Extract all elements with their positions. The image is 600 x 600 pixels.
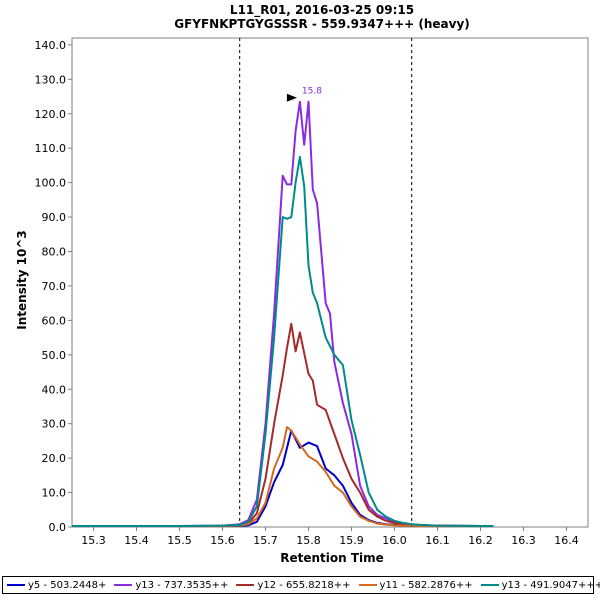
legend-item: y13 - 737.3535++ [114, 580, 228, 591]
x-tick-label: 16.1 [425, 534, 450, 547]
legend-item: y12 - 655.8218++ [236, 579, 351, 591]
y-tick-label: 90.0 [42, 211, 67, 224]
x-tick-label: 15.3 [81, 534, 106, 547]
y-tick-label: 10.0 [42, 487, 67, 500]
legend-swatch [480, 584, 499, 586]
peak-marker [286, 93, 297, 102]
legend-swatch [7, 584, 25, 586]
legend-label: y12 - 655.8218++ [257, 579, 351, 591]
chromatogram-chart: L11_R01, 2016-03-25 09:15 GFYFNKPTGYGSSS… [15, 3, 589, 565]
legend-item: y11 - 582.2876++ [358, 579, 473, 591]
y-tick-label: 20.0 [42, 452, 67, 465]
legend-label: y13 - 491.9047+++ [501, 579, 600, 591]
y-axis-label: Intensity 10^3 [15, 230, 29, 330]
x-tick-label: 15.9 [339, 534, 364, 547]
x-tick-label: 15.5 [167, 534, 192, 547]
y-tick-label: 140.0 [35, 39, 67, 52]
legend-swatch [114, 584, 133, 586]
x-tick-label: 15.8 [296, 534, 321, 547]
y-tick-label: 60.0 [42, 314, 67, 327]
plot-area: 0.0 10.0 20.0 30.0 40.0 50.0 60.0 70.0 80.0 90.0 1… [35, 37, 589, 547]
x-tick-label: 16.3 [511, 534, 536, 547]
x-tick-label: 15.7 [253, 534, 278, 547]
legend: y5 - 503.2448+ y13 - 737.3535++ y12 - 655.… [2, 576, 600, 594]
y-tick-label: 110.0 [35, 142, 67, 155]
x-axis-label: Retention Time [280, 551, 384, 565]
chart-title: L11_R01, 2016-03-25 09:15 [230, 3, 414, 18]
legend-label: y5 - 503.2448+ [28, 579, 107, 591]
y-tick-label: 100.0 [35, 177, 67, 190]
y-tick-label: 70.0 [42, 280, 67, 293]
peak-label: 15.8 [302, 87, 322, 97]
legend-swatch [358, 584, 377, 586]
x-tick-label: 16.0 [382, 534, 407, 547]
x-tick-label: 15.6 [210, 534, 235, 547]
series-line-5 [72, 155, 494, 527]
chart-subtitle: GFYFNKPTGYGSSSR - 559.9347+++ (heavy) [174, 17, 470, 31]
legend-item: y5 - 503.2448+ [7, 580, 106, 591]
legend-swatch [236, 584, 255, 586]
y-tick-label: 40.0 [42, 383, 67, 396]
legend-label: y11 - 582.2876++ [379, 579, 473, 591]
y-tick-label: 50.0 [42, 349, 67, 362]
x-tick-label: 16.4 [554, 534, 579, 547]
legend-item: y13 - 491.9047+++ [480, 579, 600, 591]
legend-label: y13 - 737.3535++ [135, 579, 229, 591]
y-tick-label: 80.0 [42, 246, 67, 259]
y-tick-label: 120.0 [35, 108, 67, 121]
plot-frame [71, 37, 589, 528]
y-tick-label: 0.0 [49, 521, 67, 534]
y-tick-label: 30.0 [42, 418, 67, 431]
y-tick-label: 130.0 [35, 73, 67, 86]
x-tick-label: 15.4 [124, 534, 149, 547]
x-tick-label: 16.2 [468, 534, 493, 547]
